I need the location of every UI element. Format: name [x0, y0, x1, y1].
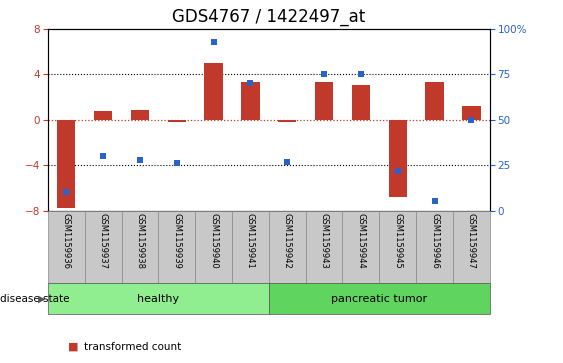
Bar	[232, 211, 269, 283]
Bar	[48, 211, 84, 283]
Text: pancreatic tumor: pancreatic tumor	[331, 294, 427, 303]
Text: ▶: ▶	[38, 294, 45, 303]
Point	[283, 159, 292, 164]
Text: GSM1159936: GSM1159936	[62, 213, 71, 269]
Text: GSM1159941: GSM1159941	[246, 213, 255, 269]
Bar	[269, 283, 490, 314]
Point	[467, 117, 476, 123]
Bar	[158, 211, 195, 283]
Point	[430, 199, 439, 204]
Point	[356, 72, 365, 77]
Bar	[306, 211, 342, 283]
Bar	[352, 85, 370, 120]
Text: disease state: disease state	[0, 294, 69, 303]
Bar	[453, 211, 490, 283]
Text: GSM1159939: GSM1159939	[172, 213, 181, 269]
Point	[172, 160, 181, 166]
Bar	[57, 120, 75, 208]
Text: ■: ■	[68, 342, 78, 352]
Text: GSM1159937: GSM1159937	[99, 213, 108, 269]
Bar	[131, 110, 149, 120]
Text: transformed count: transformed count	[84, 342, 182, 352]
Text: GSM1159943: GSM1159943	[320, 213, 329, 269]
Bar	[195, 211, 232, 283]
Bar	[462, 106, 481, 120]
Bar	[94, 111, 112, 120]
Bar	[269, 211, 306, 283]
Bar	[122, 211, 158, 283]
Text: GSM1159947: GSM1159947	[467, 213, 476, 269]
Text: GSM1159942: GSM1159942	[283, 213, 292, 269]
Text: healthy: healthy	[137, 294, 180, 303]
Title: GDS4767 / 1422497_at: GDS4767 / 1422497_at	[172, 8, 365, 26]
Bar	[315, 82, 333, 120]
Bar	[379, 211, 416, 283]
Point	[393, 168, 402, 174]
Point	[209, 39, 218, 45]
Bar	[416, 211, 453, 283]
Text: GSM1159944: GSM1159944	[356, 213, 365, 269]
Bar	[204, 63, 223, 120]
Text: GSM1159946: GSM1159946	[430, 213, 439, 269]
Text: GSM1159940: GSM1159940	[209, 213, 218, 269]
Point	[246, 81, 255, 86]
Bar	[342, 211, 379, 283]
Bar	[48, 283, 269, 314]
Bar	[426, 82, 444, 120]
Bar	[168, 120, 186, 122]
Bar	[278, 120, 297, 122]
Point	[136, 157, 145, 163]
Bar	[84, 211, 122, 283]
Point	[320, 72, 329, 77]
Bar	[241, 82, 260, 120]
Point	[62, 189, 71, 195]
Text: GSM1159938: GSM1159938	[136, 213, 145, 269]
Point	[99, 153, 108, 159]
Bar	[388, 120, 407, 197]
Text: GSM1159945: GSM1159945	[393, 213, 402, 269]
